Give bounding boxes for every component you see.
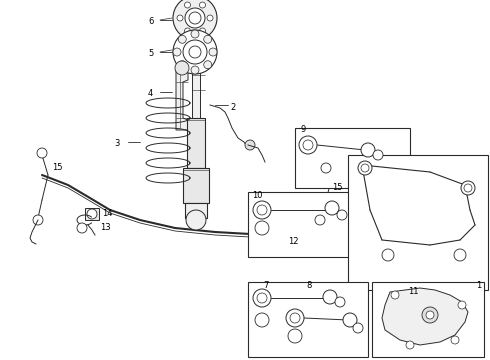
Circle shape (257, 293, 267, 303)
Circle shape (255, 221, 269, 235)
Circle shape (361, 143, 375, 157)
Bar (192, 73, 200, 118)
Circle shape (189, 12, 201, 24)
Circle shape (185, 28, 191, 34)
Text: 11: 11 (408, 288, 418, 297)
Circle shape (185, 8, 205, 28)
Bar (185, 203, 207, 218)
Circle shape (325, 201, 339, 215)
Circle shape (173, 30, 217, 74)
Circle shape (37, 148, 47, 158)
Circle shape (209, 48, 217, 56)
Circle shape (286, 309, 304, 327)
Text: 2: 2 (230, 103, 235, 112)
Circle shape (299, 136, 317, 154)
Circle shape (33, 215, 43, 225)
Circle shape (245, 140, 255, 150)
Circle shape (191, 30, 199, 38)
Circle shape (358, 161, 372, 175)
Text: 7: 7 (263, 280, 269, 289)
Circle shape (183, 40, 207, 64)
Bar (248, 282, 368, 357)
Text: 15: 15 (332, 184, 343, 193)
Text: 15: 15 (52, 163, 63, 172)
Circle shape (315, 215, 325, 225)
Circle shape (391, 291, 399, 299)
Bar (295, 128, 410, 188)
Circle shape (191, 66, 199, 74)
Circle shape (361, 164, 369, 172)
Circle shape (335, 297, 345, 307)
Circle shape (290, 313, 300, 323)
Circle shape (255, 313, 269, 327)
Circle shape (77, 223, 87, 233)
Circle shape (253, 201, 271, 219)
Circle shape (186, 210, 206, 230)
Circle shape (173, 0, 217, 40)
Circle shape (451, 336, 459, 344)
Circle shape (382, 249, 394, 261)
Bar (85, 208, 99, 220)
Text: 12: 12 (288, 238, 298, 247)
Circle shape (422, 307, 438, 323)
Circle shape (207, 15, 213, 21)
Circle shape (87, 209, 97, 219)
Circle shape (199, 2, 205, 8)
Polygon shape (382, 288, 468, 345)
Text: 10: 10 (252, 190, 263, 199)
Circle shape (185, 2, 191, 8)
Circle shape (323, 290, 337, 304)
Circle shape (321, 163, 331, 173)
Circle shape (353, 323, 363, 333)
Circle shape (458, 301, 466, 309)
Bar (183, 168, 209, 203)
Circle shape (426, 311, 434, 319)
Circle shape (303, 140, 313, 150)
Circle shape (175, 61, 189, 75)
Bar (372, 282, 484, 357)
Text: 3: 3 (114, 139, 120, 148)
Bar (348, 155, 488, 290)
Circle shape (178, 61, 186, 69)
Circle shape (173, 48, 181, 56)
Text: 14: 14 (102, 210, 113, 219)
Text: 6: 6 (148, 18, 153, 27)
Circle shape (199, 28, 205, 34)
Text: 1: 1 (476, 280, 481, 289)
Polygon shape (176, 70, 188, 130)
Text: 8: 8 (306, 280, 311, 289)
Circle shape (461, 181, 475, 195)
Circle shape (337, 210, 347, 220)
Text: 4: 4 (148, 90, 153, 99)
Bar (187, 118, 205, 168)
Circle shape (204, 61, 212, 69)
Text: 13: 13 (100, 224, 111, 233)
Text: 9: 9 (300, 126, 305, 135)
Circle shape (204, 35, 212, 43)
Bar (248, 192, 363, 257)
Circle shape (177, 15, 183, 21)
Circle shape (257, 205, 267, 215)
Text: 5: 5 (148, 49, 153, 58)
Circle shape (288, 329, 302, 343)
Circle shape (464, 184, 472, 192)
Circle shape (189, 46, 201, 58)
Circle shape (178, 35, 186, 43)
Circle shape (343, 313, 357, 327)
Circle shape (373, 150, 383, 160)
Circle shape (406, 341, 414, 349)
Circle shape (454, 249, 466, 261)
Circle shape (253, 289, 271, 307)
